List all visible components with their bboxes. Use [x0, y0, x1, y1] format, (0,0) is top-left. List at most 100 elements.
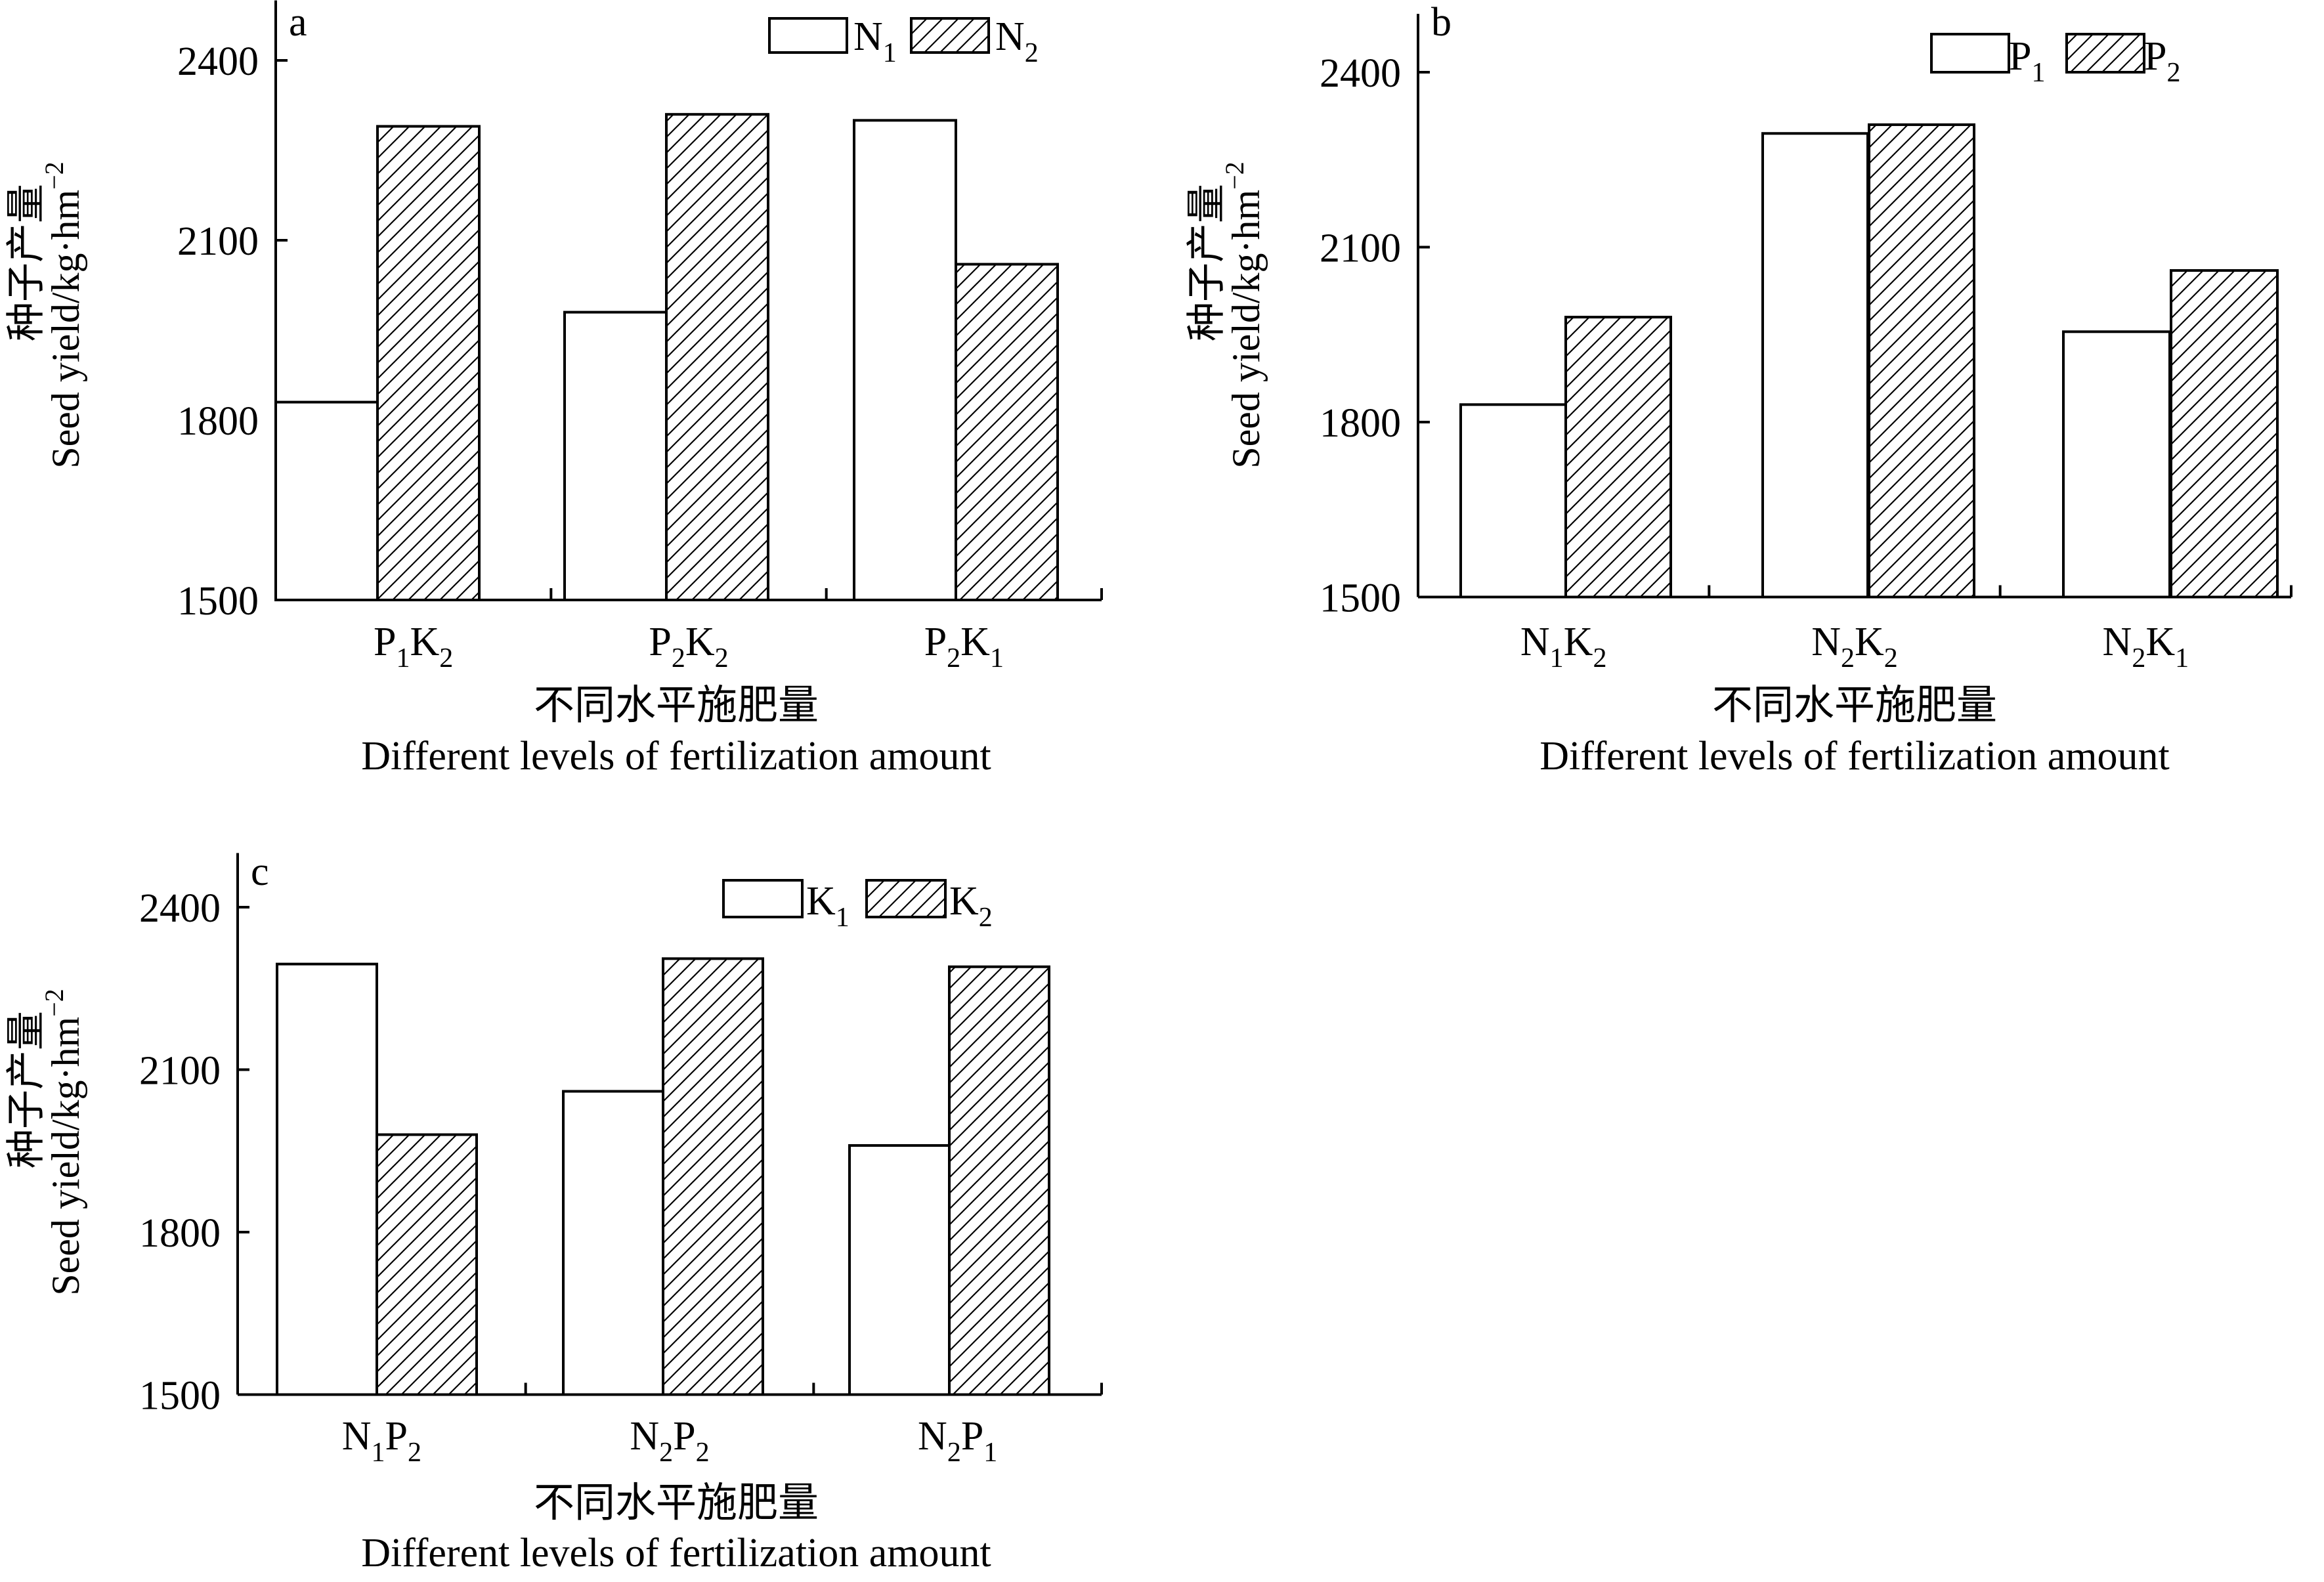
y-tick-label: 1800	[139, 1211, 221, 1256]
legend-label-base: P	[2009, 34, 2031, 79]
y-axis-label-en-text: Seed yield/kg·hm	[44, 190, 87, 469]
x-tick-label-base: N	[2103, 620, 2132, 664]
y-axis-label-en: Seed yield/kg·hm−2	[1220, 161, 1268, 468]
legend-label: P2	[2144, 34, 2180, 88]
panel-letter: a	[289, 0, 307, 45]
bar-P2-0	[1564, 316, 1672, 599]
x-tick-label-sub: 1	[2175, 643, 2189, 673]
x-tick-label-sub: 2	[439, 643, 453, 673]
x-tick-label-base: N	[1811, 620, 1841, 664]
legend-label-sub: 1	[836, 903, 850, 933]
y-tick-label: 1500	[177, 579, 259, 624]
bar-P2-1	[1868, 123, 1975, 599]
legend-label-sub: 1	[883, 38, 897, 68]
y-axis-label-en-sup: −2	[1220, 161, 1249, 190]
x-axis-label-cn: 不同水平施肥量	[534, 1481, 819, 1526]
y-tick-label: 1800	[177, 399, 259, 444]
x-tick-label-base: N	[918, 1414, 947, 1459]
x-tick-label-base: K	[685, 620, 715, 664]
x-tick-label-sub: 1	[983, 1438, 997, 1468]
x-tick-label-base: K	[1855, 620, 1884, 664]
legend-label: N2	[995, 14, 1039, 68]
x-tick-label: N2P1	[918, 1414, 997, 1468]
bar-K2-0	[376, 1133, 478, 1396]
y-axis-label-en-text: Seed yield/kg·hm	[44, 1017, 87, 1296]
y-tick-label: 2100	[139, 1049, 221, 1094]
y-axis-label-cn: 种子产量	[5, 1011, 48, 1168]
x-tick-label-sub: 2	[659, 1438, 673, 1468]
x-tick-label: P2K2	[649, 620, 728, 673]
y-tick-label: 2400	[1320, 51, 1401, 96]
bar-N2-2	[955, 263, 1059, 601]
legend-label: K1	[806, 879, 850, 933]
legend-label-sub: 2	[1025, 38, 1039, 68]
y-axis-label-cn: 种子产量	[5, 184, 48, 341]
x-tick-label-sub: 1	[397, 643, 410, 673]
x-tick-label-sub: 2	[696, 1438, 710, 1468]
x-tick-label-sub: 2	[1884, 643, 1898, 673]
x-tick-label-base: P	[385, 1414, 407, 1459]
x-tick-label: N2K1	[2103, 620, 2189, 673]
y-tick-label: 1800	[1320, 401, 1401, 446]
x-tick-label-base: N	[630, 1414, 659, 1459]
panel-letter: b	[1431, 0, 1452, 45]
x-tick-label-base: P	[924, 620, 947, 664]
x-tick-label-base: P	[961, 1414, 983, 1459]
x-tick-label: P1K2	[374, 620, 453, 673]
x-tick-label-sub: 2	[947, 1438, 961, 1468]
x-tick-label-sub: 2	[408, 1438, 421, 1468]
x-tick-label-base: K	[1564, 620, 1593, 664]
legend-label-base: N	[853, 14, 883, 59]
bar-P2-2	[2170, 269, 2279, 599]
y-tick-label: 2100	[1320, 226, 1401, 271]
legend-label: N1	[853, 14, 897, 68]
bar-P1-2	[2062, 330, 2171, 599]
legend-swatch-P1	[1930, 33, 2010, 74]
x-tick-label-sub: 2	[672, 643, 685, 673]
x-tick-label-base: K	[960, 620, 990, 664]
y-axis-label-en-sup: −2	[39, 161, 69, 190]
bar-K2-1	[662, 957, 764, 1396]
bar-N2-1	[665, 113, 769, 601]
x-axis-label-en: Different levels of fertilization amount	[1539, 734, 2170, 779]
bar-K1-1	[562, 1090, 664, 1396]
legend-label: P1	[2009, 34, 2045, 88]
legend-swatch-K1	[722, 879, 804, 918]
y-axis-label-en: Seed yield/kg·hm−2	[39, 989, 87, 1295]
y-axis-label-en: Seed yield/kg·hm−2	[39, 161, 87, 468]
bar-N1-0	[274, 400, 379, 601]
legend-label-base: K	[806, 879, 836, 924]
x-tick-label-sub: 1	[990, 643, 1004, 673]
y-axis-label-en-text: Seed yield/kg·hm	[1224, 190, 1268, 469]
x-tick-label-sub: 2	[1593, 643, 1606, 673]
y-tick-label: 1500	[139, 1374, 221, 1419]
x-tick-label-base: P	[374, 620, 396, 664]
x-axis-label-cn: 不同水平施肥量	[534, 683, 819, 728]
y-tick-label: 1500	[1320, 576, 1401, 621]
legend-swatch-P2	[2065, 33, 2145, 74]
y-tick-label: 2400	[177, 39, 259, 84]
x-tick-label-sub: 1	[1550, 643, 1564, 673]
legend-swatch-N1	[768, 17, 848, 54]
legend-label-base: K	[949, 879, 979, 924]
legend-swatch-K2	[865, 879, 947, 918]
bar-N2-0	[376, 125, 481, 601]
legend-label-base: P	[2144, 34, 2166, 79]
x-axis-label-en: Different levels of fertilization amount	[361, 734, 991, 779]
x-tick-label: P2K1	[924, 620, 1004, 673]
bar-P1-0	[1459, 403, 1567, 599]
x-tick-label-sub: 1	[371, 1438, 385, 1468]
x-tick-label: N2K2	[1811, 620, 1898, 673]
bar-N1-1	[563, 310, 668, 601]
legend-label-base: N	[995, 14, 1025, 59]
legend-label-sub: 2	[979, 903, 993, 933]
y-tick-label: 2100	[177, 219, 259, 264]
legend-label-sub: 1	[2031, 58, 2045, 88]
bar-K2-2	[948, 965, 1050, 1396]
panel-letter: c	[251, 849, 269, 894]
x-tick-label-base: P	[673, 1414, 695, 1459]
x-tick-label: N1P2	[342, 1414, 421, 1468]
